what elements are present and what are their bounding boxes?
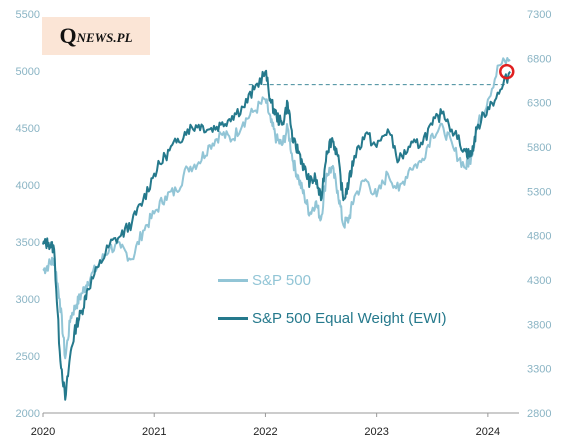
x-axis: 2020 2021 2022 2023 2024 [31,412,519,438]
right-tick-label: 7300 [527,9,551,21]
logo-text: NEWS.PL [76,30,133,45]
right-tick-label: 3300 [527,364,551,376]
legend-item-sp500: S&P 500 [218,272,311,289]
series-line-ewi [42,69,511,401]
x-tick-label: 2023 [364,426,388,438]
left-tick-label: 5000 [16,66,40,78]
legend-swatch-ewi [218,317,248,320]
legend-item-ewi: S&P 500 Equal Weight (EWI) [218,310,447,327]
x-tick-label: 2022 [253,426,277,438]
x-tick-label: 2024 [476,426,500,438]
left-tick-label: 3000 [16,294,40,306]
right-tick-label: 4300 [527,275,551,287]
highlight-circle [499,63,515,80]
x-tick-label: 2021 [142,426,166,438]
left-tick-label: 4000 [16,180,40,192]
right-tick-label: 4800 [527,231,551,243]
logo: Q NEWS.PL [42,17,150,55]
x-tick-label: 2020 [31,426,55,438]
right-tick-label: 6800 [527,53,551,65]
left-axis-ticks: 2000 2500 3000 3500 4000 4500 5000 5500 [16,9,40,420]
left-tick-label: 2500 [16,351,40,363]
right-tick-label: 2800 [527,408,551,420]
right-axis-ticks: 2800 3300 3800 4300 4800 5300 5800 6300 6800 7300 [527,9,551,420]
right-tick-label: 5300 [527,186,551,198]
logo-initial: Q [59,23,77,48]
left-tick-label: 2000 [16,408,40,420]
legend-swatch-sp500 [218,279,248,282]
legend-label-sp500: S&P 500 [252,272,311,289]
left-tick-label: 5500 [16,9,40,21]
legend-label-ewi: S&P 500 Equal Weight (EWI) [252,310,447,327]
right-tick-label: 3800 [527,319,551,331]
left-tick-label: 3500 [16,237,40,249]
left-tick-label: 4500 [16,123,40,135]
right-tick-label: 6300 [527,98,551,110]
right-tick-label: 5800 [527,142,551,154]
